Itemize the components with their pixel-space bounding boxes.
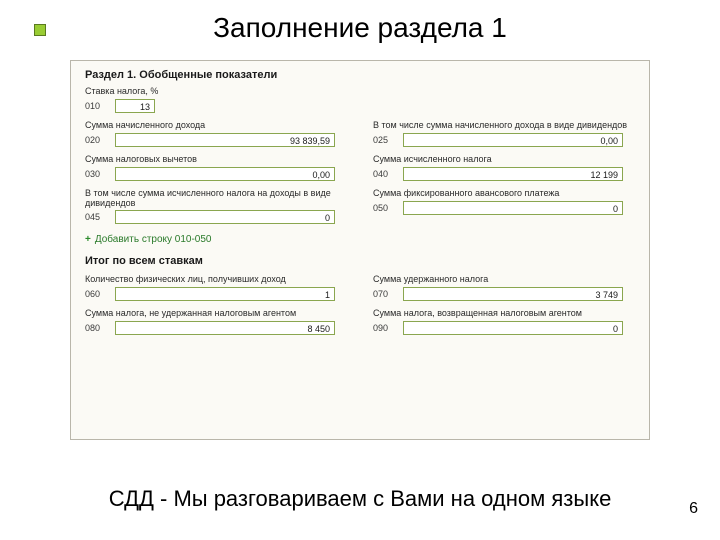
code-040: 040: [373, 169, 397, 179]
code-020: 020: [85, 135, 109, 145]
plus-icon: +: [85, 234, 91, 245]
add-row-label: Добавить строку 010-050: [95, 234, 212, 245]
field-020: 020 93 839,59: [85, 133, 347, 147]
label-040: Сумма исчисленного налога: [373, 155, 635, 165]
input-020[interactable]: 93 839,59: [115, 133, 335, 147]
label-080: Сумма налога, не удержанная налоговым аг…: [85, 309, 347, 319]
slide: Заполнение раздела 1 Раздел 1. Обобщенны…: [0, 0, 720, 540]
field-040: 040 12 199: [373, 167, 635, 181]
input-090[interactable]: 0: [403, 321, 623, 335]
label-050: Сумма фиксированного авансового платежа: [373, 189, 635, 199]
field-080: 080 8 450: [85, 321, 347, 335]
label-045: В том числе сумма исчисленного налога на…: [85, 189, 347, 209]
code-045: 045: [85, 212, 109, 222]
input-050[interactable]: 0: [403, 201, 623, 215]
slide-title: Заполнение раздела 1: [0, 12, 720, 44]
field-050: 050 0: [373, 201, 635, 215]
label-030: Сумма налоговых вычетов: [85, 155, 347, 165]
label-060: Количество физических лиц, получивших до…: [85, 275, 347, 285]
code-025: 025: [373, 135, 397, 145]
totals-header: Итог по всем ставкам: [85, 255, 635, 267]
label-020: Сумма начисленного дохода: [85, 121, 347, 131]
input-060[interactable]: 1: [115, 287, 335, 301]
code-010: 010: [85, 101, 109, 111]
label-025: В том числе сумма начисленного дохода в …: [373, 121, 635, 131]
field-070: 070 3 749: [373, 287, 635, 301]
footer-text: СДД - Мы разговариваем с Вами на одном я…: [0, 486, 720, 512]
field-045: 045 0: [85, 210, 347, 224]
code-090: 090: [373, 323, 397, 333]
page-number: 6: [689, 500, 698, 518]
input-040[interactable]: 12 199: [403, 167, 623, 181]
panel-header: Раздел 1. Обобщенные показатели: [85, 69, 635, 81]
add-row-link[interactable]: + Добавить строку 010-050: [85, 234, 635, 245]
input-010[interactable]: 13: [115, 99, 155, 113]
field-030: 030 0,00: [85, 167, 347, 181]
code-060: 060: [85, 289, 109, 299]
input-030[interactable]: 0,00: [115, 167, 335, 181]
label-090: Сумма налога, возвращенная налоговым аге…: [373, 309, 635, 319]
field-025: 025 0,00: [373, 133, 635, 147]
field-060: 060 1: [85, 287, 347, 301]
code-030: 030: [85, 169, 109, 179]
code-080: 080: [85, 323, 109, 333]
field-090: 090 0: [373, 321, 635, 335]
label-070: Сумма удержанного налога: [373, 275, 635, 285]
code-050: 050: [373, 203, 397, 213]
input-025[interactable]: 0,00: [403, 133, 623, 147]
label-010: Ставка налога, %: [85, 87, 635, 97]
input-045[interactable]: 0: [115, 210, 335, 224]
input-070[interactable]: 3 749: [403, 287, 623, 301]
code-070: 070: [373, 289, 397, 299]
form-panel: Раздел 1. Обобщенные показатели Ставка н…: [70, 60, 650, 440]
field-010: 010 13: [85, 99, 635, 113]
input-080[interactable]: 8 450: [115, 321, 335, 335]
